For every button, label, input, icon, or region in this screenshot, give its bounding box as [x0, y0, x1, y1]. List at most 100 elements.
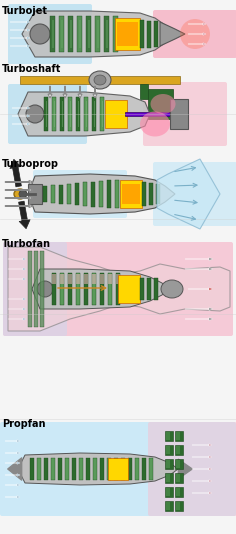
Text: Turboshaft: Turboshaft — [2, 64, 61, 74]
FancyArrow shape — [5, 197, 33, 200]
Bar — [113, 16, 118, 52]
Ellipse shape — [26, 105, 44, 123]
Ellipse shape — [19, 190, 27, 198]
Bar — [84, 97, 88, 131]
Bar — [54, 101, 55, 127]
Text: Propfan: Propfan — [2, 419, 46, 429]
Bar — [140, 278, 144, 300]
FancyArrow shape — [188, 33, 206, 35]
Bar — [104, 16, 109, 52]
Bar — [75, 183, 79, 205]
FancyBboxPatch shape — [153, 10, 236, 58]
FancyArrow shape — [48, 86, 52, 98]
FancyArrow shape — [8, 258, 26, 260]
Polygon shape — [18, 453, 178, 485]
Bar — [30, 458, 34, 480]
Polygon shape — [18, 92, 150, 136]
FancyBboxPatch shape — [153, 162, 236, 226]
FancyBboxPatch shape — [3, 242, 67, 336]
Ellipse shape — [37, 281, 53, 297]
Bar — [52, 274, 56, 284]
FancyArrow shape — [12, 123, 30, 125]
Bar — [140, 84, 148, 99]
Bar — [58, 458, 62, 480]
Polygon shape — [8, 247, 230, 331]
Ellipse shape — [161, 280, 183, 298]
Bar — [51, 458, 55, 480]
Bar — [154, 278, 158, 300]
Bar — [166, 474, 170, 482]
Bar — [79, 20, 81, 48]
Bar — [176, 474, 180, 482]
Bar — [77, 101, 79, 127]
Bar — [62, 101, 63, 127]
Bar — [118, 275, 140, 303]
Bar — [101, 101, 103, 127]
FancyArrowPatch shape — [178, 459, 192, 478]
Bar — [107, 180, 111, 208]
FancyArrow shape — [5, 452, 20, 454]
Bar — [176, 488, 180, 496]
Bar — [77, 16, 82, 52]
Ellipse shape — [30, 24, 50, 44]
Bar — [69, 101, 71, 127]
Polygon shape — [32, 269, 168, 309]
Bar — [165, 487, 173, 497]
Bar — [76, 273, 80, 305]
Bar — [88, 20, 90, 48]
Bar — [68, 16, 73, 52]
Ellipse shape — [180, 19, 210, 49]
Bar — [115, 180, 119, 208]
FancyArrow shape — [10, 37, 30, 40]
Bar — [108, 273, 112, 305]
Ellipse shape — [151, 94, 176, 114]
Bar — [34, 251, 38, 327]
Bar — [50, 16, 55, 52]
Bar — [84, 274, 88, 284]
Bar — [95, 16, 100, 52]
Bar — [114, 458, 118, 480]
Bar — [176, 502, 180, 510]
FancyArrow shape — [5, 462, 20, 464]
Bar — [108, 274, 112, 284]
Bar — [147, 20, 151, 48]
FancyArrow shape — [185, 308, 213, 310]
Bar — [135, 458, 139, 480]
Bar — [46, 101, 47, 127]
Bar — [175, 459, 183, 469]
Bar — [79, 458, 83, 480]
FancyBboxPatch shape — [33, 170, 127, 218]
Bar — [117, 22, 138, 46]
FancyArrow shape — [192, 468, 212, 470]
FancyBboxPatch shape — [143, 82, 227, 146]
Bar — [165, 473, 173, 483]
FancyBboxPatch shape — [148, 422, 236, 516]
Bar — [165, 445, 173, 455]
Polygon shape — [22, 11, 172, 57]
Bar — [68, 97, 72, 131]
Bar — [37, 458, 41, 480]
Text: Turbojet: Turbojet — [2, 6, 48, 16]
Bar — [115, 20, 117, 48]
Bar — [108, 458, 128, 480]
Bar — [149, 458, 153, 480]
Bar — [52, 97, 56, 131]
Bar — [128, 458, 132, 480]
Bar — [100, 97, 104, 131]
FancyArrow shape — [8, 268, 26, 270]
Bar — [93, 101, 95, 127]
Bar — [166, 488, 170, 496]
Bar — [175, 501, 183, 511]
Bar — [68, 273, 72, 305]
FancyArrow shape — [10, 21, 30, 23]
FancyArrow shape — [188, 23, 206, 25]
Bar — [148, 89, 173, 119]
Ellipse shape — [14, 189, 26, 199]
Bar — [60, 273, 64, 305]
Bar — [68, 274, 72, 284]
Bar — [76, 97, 80, 131]
FancyArrow shape — [5, 189, 33, 192]
FancyArrowPatch shape — [10, 159, 21, 187]
FancyArrow shape — [192, 456, 212, 458]
Bar — [170, 99, 188, 129]
